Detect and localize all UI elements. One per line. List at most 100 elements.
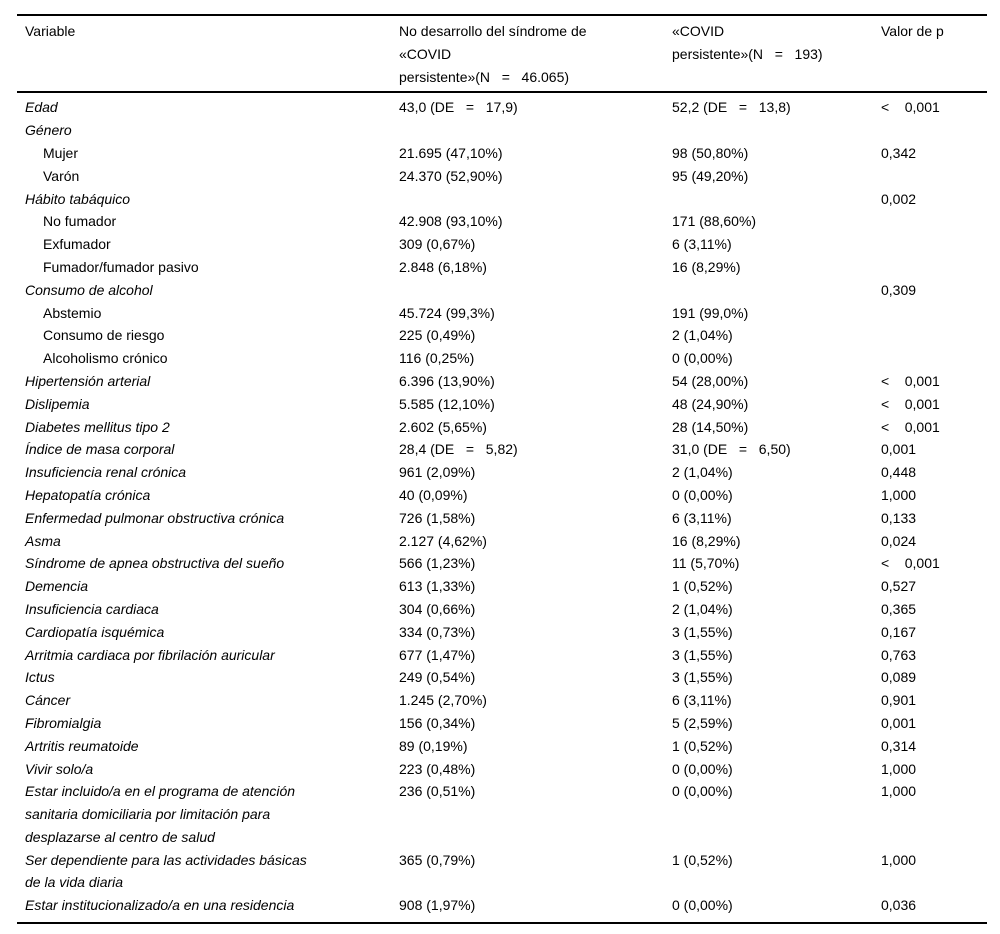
p-value-cell: 1,000 <box>881 783 917 800</box>
variable-cell: Edad <box>25 99 58 116</box>
covid-value-cell: 48 (24,90%) <box>672 395 749 412</box>
p-value-cell: < 0,001 <box>881 99 940 116</box>
covid-value-cell: 2 (1,04%) <box>672 327 733 344</box>
p-value-cell: < 0,001 <box>881 395 940 412</box>
covid-value-cell: 3 (1,55%) <box>672 623 733 640</box>
covid-value-cell: 191 (99,0%) <box>672 304 749 321</box>
table-row: Edad 43,0 (DE = 17,9) 52,2 (DE = 13,8) <… <box>17 92 987 119</box>
covid-value-cell: 5 (2,59%) <box>672 714 733 731</box>
table-row: Alcoholismo crónico 116 (0,25%) 0 (0,00%… <box>17 347 987 370</box>
p-value-cell: 0,309 <box>881 281 917 298</box>
variable-cell: Artritis reumatoide <box>25 737 139 754</box>
no-covid-value-cell: 42.908 (93,10%) <box>399 213 503 230</box>
covid-value-cell: 16 (8,29%) <box>672 258 741 275</box>
variable-cell: Cardiopatía isquémica <box>25 623 165 640</box>
p-value-cell: 1,000 <box>881 760 917 777</box>
table-row: Cardiopatía isquémica 334 (0,73%) 3 (1,5… <box>17 621 987 644</box>
no-covid-value-cell: 304 (0,66%) <box>399 600 476 617</box>
variable-cell: Dislipemia <box>25 395 90 412</box>
p-value-cell: 0,001 <box>881 714 917 731</box>
p-value-cell: 0,365 <box>881 600 917 617</box>
p-value-cell: 0,314 <box>881 737 917 754</box>
variable-cell: Asma <box>25 532 61 549</box>
no-covid-value-cell: 28,4 (DE = 5,82) <box>399 441 518 458</box>
covid-value-cell: 28 (14,50%) <box>672 418 749 435</box>
no-covid-value-cell: 249 (0,54%) <box>399 669 476 686</box>
covid-value-cell: 1 (0,52%) <box>672 578 733 595</box>
no-covid-value-cell: 225 (0,49%) <box>399 327 476 344</box>
covid-value-cell: 2 (1,04%) <box>672 600 733 617</box>
covid-value-cell: 54 (28,00%) <box>672 372 749 389</box>
no-covid-value-cell <box>399 188 672 211</box>
p-value-cell: 1,000 <box>881 851 917 868</box>
table-row: Arritmia cardiaca por fibrilación auricu… <box>17 644 987 667</box>
variable-cell: Cáncer <box>25 692 71 709</box>
table-row: Cáncer 1.245 (2,70%) 6 (3,11%) 0,901 <box>17 689 987 712</box>
no-covid-value-cell: 45.724 (99,3%) <box>399 304 495 321</box>
p-value-cell: 0,089 <box>881 669 917 686</box>
variable-cell: Consumo de alcohol <box>25 281 153 298</box>
variable-cell: Exfumador <box>43 236 111 253</box>
no-covid-value-cell: 2.602 (5,65%) <box>399 418 487 435</box>
table-row: Consumo de alcohol 0,309 <box>17 279 987 302</box>
no-covid-value-cell: 1.245 (2,70%) <box>399 692 487 709</box>
covid-value-cell: 2 (1,04%) <box>672 464 733 481</box>
p-value-cell <box>881 165 987 188</box>
covid-value-cell: 0 (0,00%) <box>672 897 733 914</box>
variable-cell: Alcoholismo crónico <box>43 350 168 367</box>
p-value-cell: 0,133 <box>881 509 917 526</box>
variable-cell: Síndrome de apnea obstructiva del sueño <box>25 555 285 572</box>
p-value-cell: 0,001 <box>881 441 917 458</box>
variable-cell: Insuficiencia renal crónica <box>25 464 187 481</box>
no-covid-value-cell: 156 (0,34%) <box>399 714 476 731</box>
variable-cell: Estar institucionalizado/a en una reside… <box>25 897 295 914</box>
covid-value-cell: 3 (1,55%) <box>672 646 733 663</box>
table-row: Fumador/fumador pasivo 2.848 (6,18%) 16 … <box>17 256 987 279</box>
p-value-cell: 0,002 <box>881 190 917 207</box>
table-row: Consumo de riesgo 225 (0,49%) 2 (1,04%) <box>17 324 987 347</box>
table-row: Varón 24.370 (52,90%) 95 (49,20%) <box>17 165 987 188</box>
p-value-cell: 1,000 <box>881 486 917 503</box>
covid-value-cell: 95 (49,20%) <box>672 167 749 184</box>
no-covid-value-cell: 21.695 (47,10%) <box>399 144 503 161</box>
table-row: Hábito tabáquico 0,002 <box>17 188 987 211</box>
p-value-cell <box>881 347 987 370</box>
variable-cell: Consumo de riesgo <box>43 327 165 344</box>
table-row: Dislipemia 5.585 (12,10%) 48 (24,90%) < … <box>17 393 987 416</box>
variable-cell: Ser dependiente para las actividades bás… <box>25 851 307 891</box>
covid-value-cell: 171 (88,60%) <box>672 213 757 230</box>
table-row: Diabetes mellitus tipo 2 2.602 (5,65%) 2… <box>17 416 987 439</box>
p-value-cell: 0,167 <box>881 623 917 640</box>
p-value-cell: 0,024 <box>881 532 917 549</box>
variable-cell: Hepatopatía crónica <box>25 486 151 503</box>
p-value-cell <box>881 302 987 325</box>
no-covid-value-cell: 236 (0,51%) <box>399 783 476 800</box>
no-covid-value-cell: 961 (2,09%) <box>399 464 476 481</box>
table-row: Síndrome de apnea obstructiva del sueño … <box>17 552 987 575</box>
p-value-cell <box>881 324 987 347</box>
covid-value-cell <box>672 119 881 142</box>
no-covid-value-cell: 5.585 (12,10%) <box>399 395 495 412</box>
covid-value-cell: 0 (0,00%) <box>672 486 733 503</box>
p-value-cell: < 0,001 <box>881 555 940 572</box>
table-row: Índice de masa corporal 28,4 (DE = 5,82)… <box>17 438 987 461</box>
no-covid-value-cell: 309 (0,67%) <box>399 236 476 253</box>
covid-value-cell <box>672 279 881 302</box>
covid-value-cell: 1 (0,52%) <box>672 737 733 754</box>
p-value-cell: 0,901 <box>881 692 917 709</box>
column-header-no-covid-group: No desarrollo del síndrome de «COVID per… <box>399 15 672 94</box>
variable-cell: Demencia <box>25 578 89 595</box>
no-covid-value-cell: 365 (0,79%) <box>399 851 476 868</box>
table-row: Estar incluido/a en el programa de atenc… <box>17 780 987 848</box>
table-row: Exfumador 309 (0,67%) 6 (3,11%) <box>17 233 987 256</box>
p-value-cell: 0,342 <box>881 144 917 161</box>
no-covid-value-cell: 908 (1,97%) <box>399 897 476 914</box>
no-covid-value-cell: 6.396 (13,90%) <box>399 372 495 389</box>
p-value-cell: 0,036 <box>881 897 917 914</box>
covid-value-cell: 6 (3,11%) <box>672 236 732 253</box>
no-covid-value-cell: 677 (1,47%) <box>399 646 476 663</box>
column-header-covid-group: «COVID persistente»(N = 193) <box>672 15 881 94</box>
table-body: Edad 43,0 (DE = 17,9) 52,2 (DE = 13,8) <… <box>17 92 987 923</box>
no-covid-value-cell <box>399 279 672 302</box>
table-row: Ictus 249 (0,54%) 3 (1,55%) 0,089 <box>17 666 987 689</box>
